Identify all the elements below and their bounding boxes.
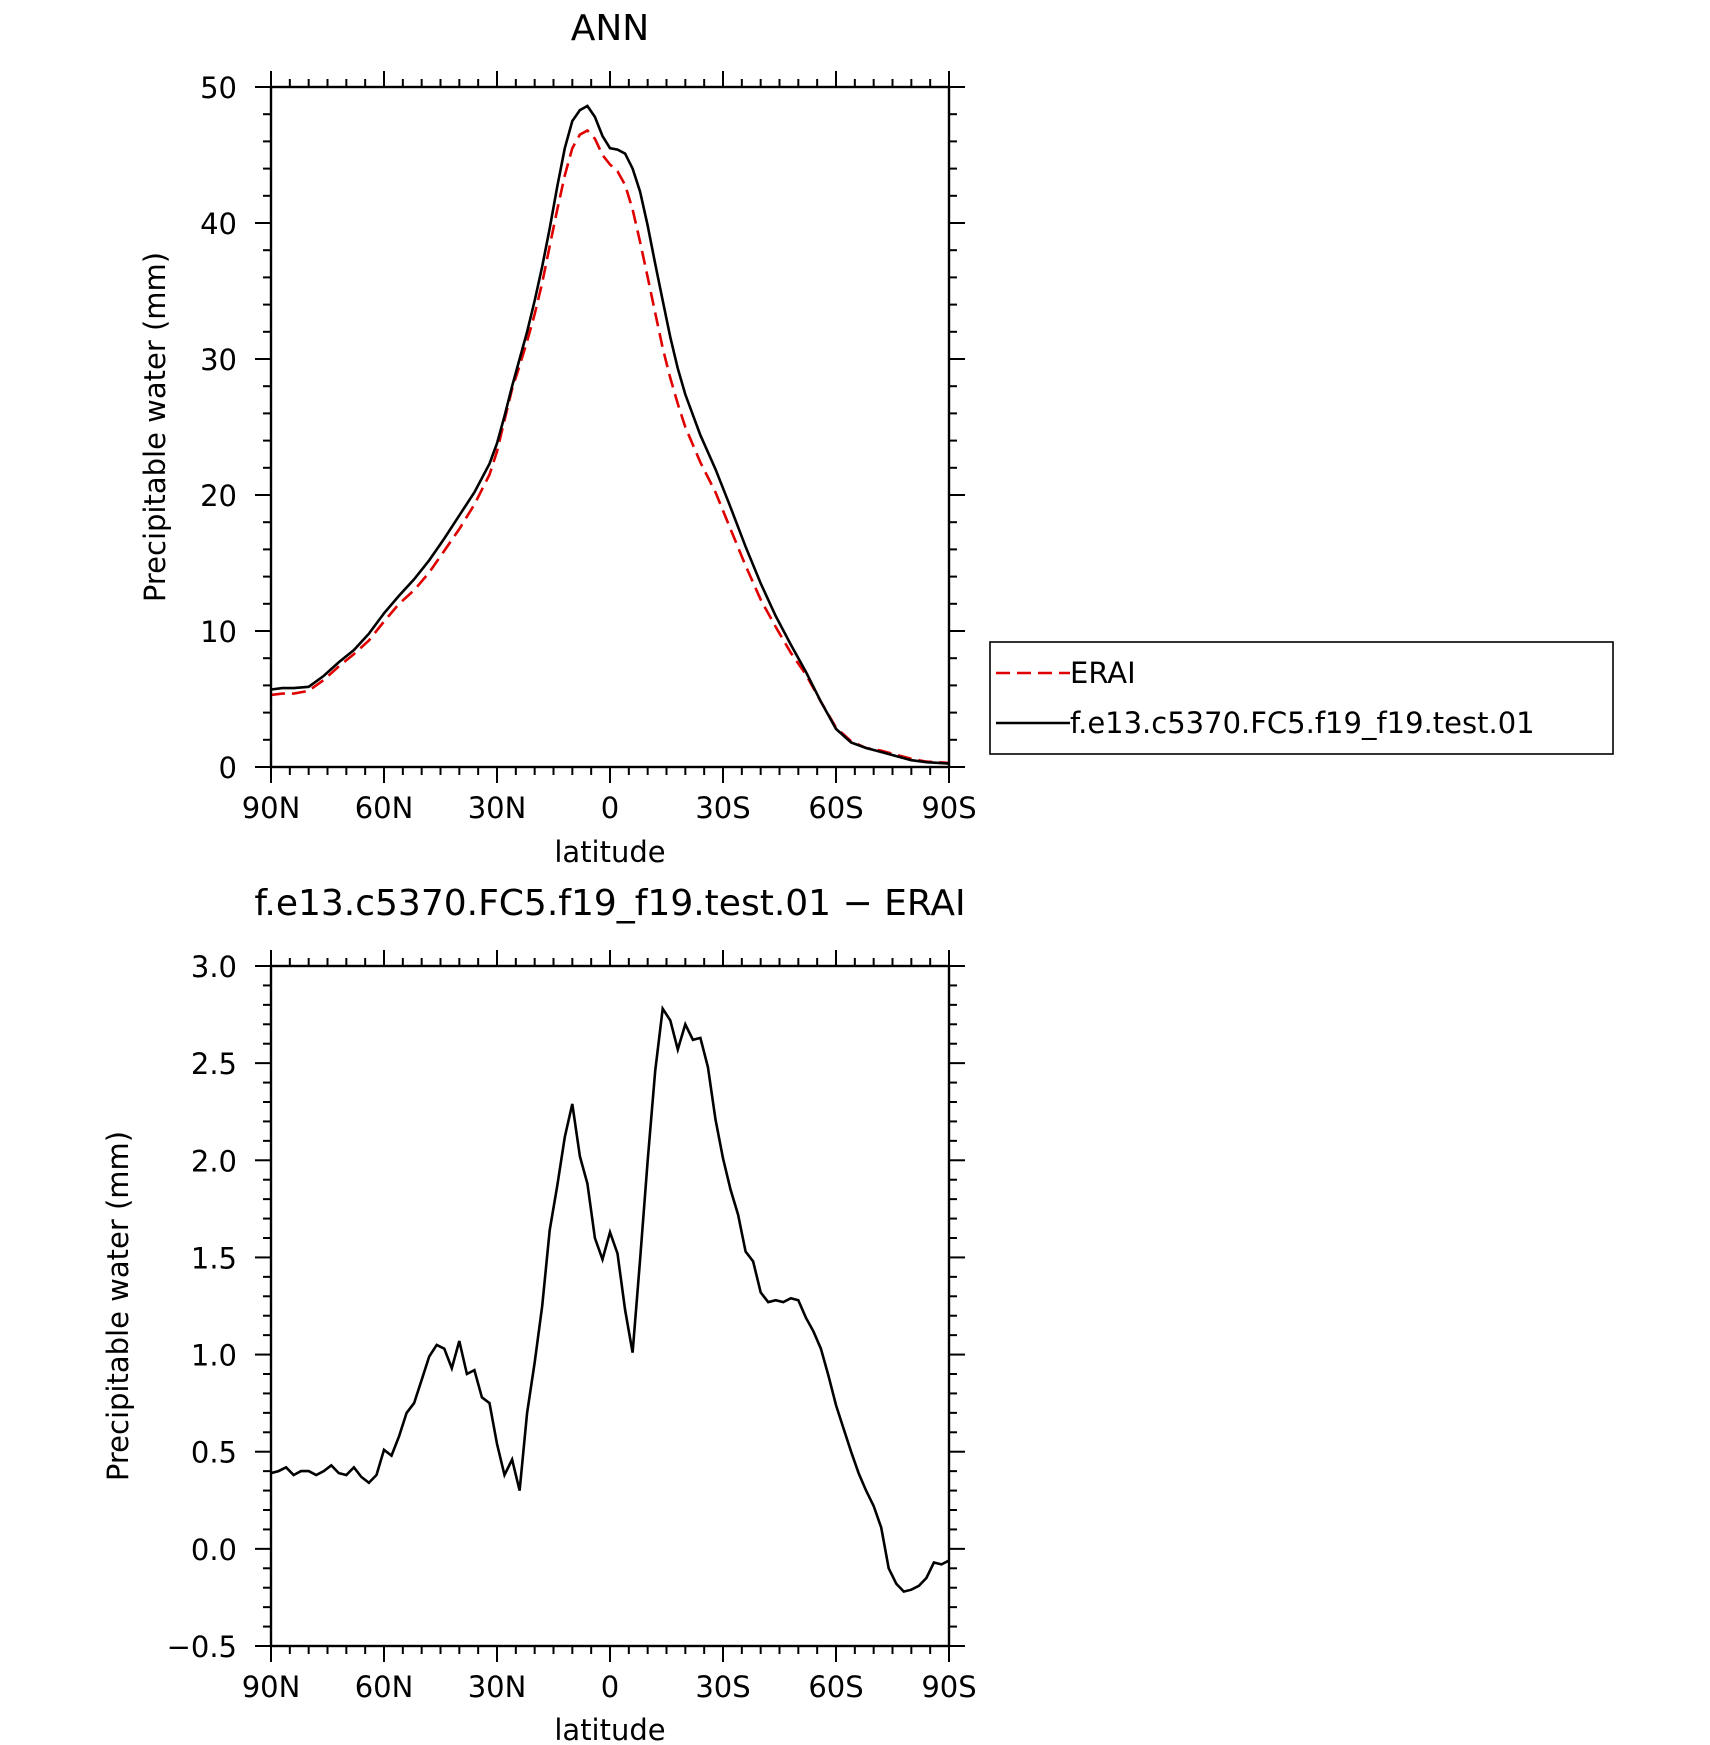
y-tick-label: 2.0 xyxy=(191,1144,237,1178)
x-tick-label: 0 xyxy=(601,1670,619,1704)
legend-entry-label: f.e13.c5370.FC5.f19_f19.test.01 xyxy=(1070,706,1535,740)
x-axis-label: latitude xyxy=(554,1713,665,1745)
x-tick-label: 30S xyxy=(695,791,750,825)
top-panel-annual-precipitable-water: ANN 90N 60N 30N 0 30S 60S 90S 0 10 20 30 40 50 latitud… xyxy=(138,8,1614,869)
y-tick-label: 10 xyxy=(200,615,237,649)
x-tick-label: 60N xyxy=(355,791,414,825)
y-tick-label: 0 xyxy=(219,751,237,785)
y-axis-label: Precipitable water (mm) xyxy=(138,252,172,602)
x-tick-label: 90N xyxy=(242,791,301,825)
series-line-erai xyxy=(271,128,949,765)
x-tick-label: 60N xyxy=(355,1670,414,1704)
y-axis-label: Precipitable water (mm) xyxy=(101,1131,135,1481)
y-tick-label: 1.0 xyxy=(191,1339,237,1373)
plot-frame xyxy=(269,964,951,1648)
x-tick-label: 30N xyxy=(468,1670,527,1704)
plot-frame xyxy=(269,85,951,769)
legend-entry-label: ERAI xyxy=(1070,656,1136,690)
x-tick-label: 0 xyxy=(601,791,619,825)
x-axis-label: latitude xyxy=(554,835,665,869)
series-line-diff-0 xyxy=(271,1004,949,1594)
legend: ERAI f.e13.c5370.FC5.f19_f19.test.01 xyxy=(989,641,1614,755)
y-tick-label: 50 xyxy=(200,71,237,105)
y-tick-label: 3.0 xyxy=(191,950,237,984)
y-tick-label: 1.5 xyxy=(191,1241,237,1275)
x-tick-label: 60S xyxy=(808,1670,863,1704)
x-tick-label: 30S xyxy=(695,1670,750,1704)
y-tick-label: 0.0 xyxy=(191,1533,237,1567)
x-tick-label: 90S xyxy=(921,1670,976,1704)
series-line-f-e13-c5370-fc5-f19-f19-test-01 xyxy=(271,104,949,765)
legend-box xyxy=(989,641,1614,755)
chart-title: ANN xyxy=(571,8,650,49)
x-tick-label: 30N xyxy=(468,791,527,825)
x-tick-label: 90N xyxy=(242,1670,301,1704)
x-tick-label: 60S xyxy=(808,791,863,825)
y-tick-label: 30 xyxy=(200,343,237,377)
chart-title: f.e13.c5370.FC5.f19_f19.test.01 − ERAI xyxy=(254,883,965,924)
y-tick-label: 0.5 xyxy=(191,1436,237,1470)
x-tick-label: 90S xyxy=(921,791,976,825)
y-tick-label: 20 xyxy=(200,479,237,513)
y-tick-label: 2.5 xyxy=(191,1047,237,1081)
y-tick-label: 40 xyxy=(200,207,237,241)
bottom-panel-difference: f.e13.c5370.FC5.f19_f19.test.01 − ERAI 90… xyxy=(101,883,977,1745)
y-tick-label: −0.5 xyxy=(167,1630,237,1664)
